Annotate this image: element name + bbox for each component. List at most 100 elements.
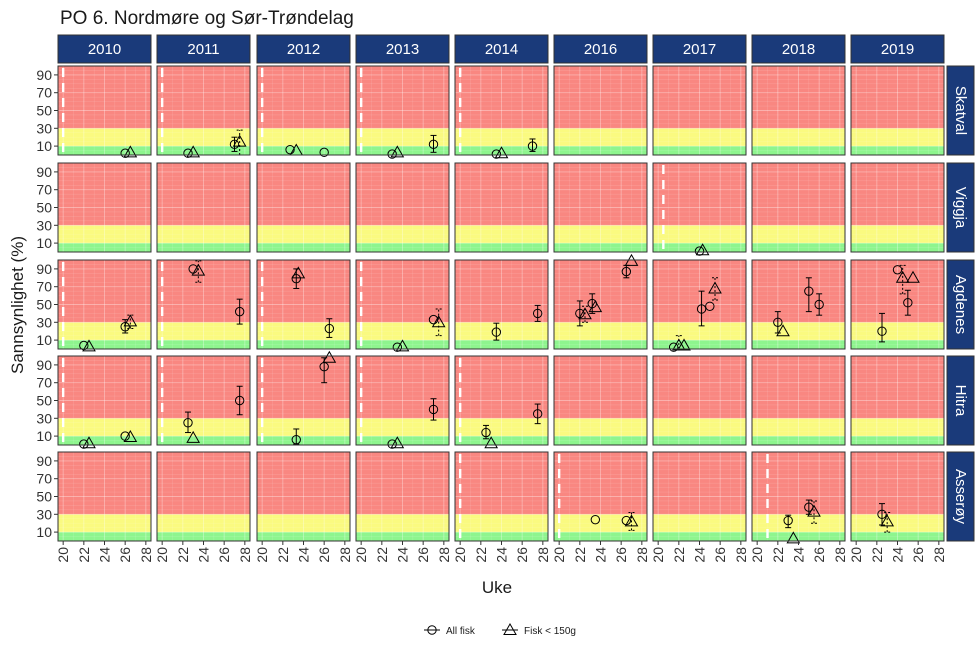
risk-zone <box>851 452 944 515</box>
y-tick-label: 90 <box>36 164 52 180</box>
risk-zone <box>653 146 746 155</box>
risk-zone <box>455 260 548 323</box>
data-point-circle <box>229 139 240 150</box>
risk-zone <box>257 514 350 533</box>
data-point-triangle <box>123 429 138 442</box>
risk-zone <box>554 66 647 129</box>
risk-zone <box>356 532 449 541</box>
y-tick-label: 70 <box>36 182 52 198</box>
data-point-circle <box>234 395 245 406</box>
panel-border <box>454 162 549 253</box>
panel <box>157 452 250 541</box>
data-point-triangle <box>82 436 96 449</box>
panel <box>455 163 548 252</box>
panel-grid: 2010 2011 2012 2013 2014 2016 2017 2018 2019Skat… <box>36 34 975 563</box>
data-point-triangle <box>123 314 138 327</box>
risk-zone <box>455 452 548 515</box>
data-point-triangle <box>588 300 603 313</box>
risk-zone <box>58 163 151 226</box>
x-tick-label: 22 <box>76 547 92 563</box>
x-tick-label: 26 <box>415 547 431 563</box>
risk-zone <box>653 128 746 147</box>
risk-zone <box>653 225 746 244</box>
risk-zone <box>356 452 449 515</box>
risk-zone <box>257 66 350 129</box>
risk-zone <box>554 356 647 419</box>
year-strip <box>156 34 251 64</box>
risk-zone <box>851 260 944 323</box>
risk-zone <box>257 322 350 341</box>
data-point-circle <box>705 301 715 311</box>
panel <box>257 66 350 158</box>
risk-zone <box>554 514 647 533</box>
y-tick-label: 30 <box>36 314 52 330</box>
risk-zone <box>157 418 250 437</box>
x-tick-label: 20 <box>551 547 567 563</box>
panel <box>554 66 647 155</box>
risk-zone <box>653 66 746 129</box>
x-tick-label: 28 <box>535 547 551 563</box>
data-point-triangle <box>291 266 306 279</box>
panel <box>653 356 746 445</box>
panel-border <box>652 355 747 446</box>
panel-border <box>850 259 945 350</box>
legend-label: All fisk <box>446 626 476 637</box>
risk-zone <box>455 128 548 147</box>
y-tick-label: 10 <box>36 524 52 540</box>
x-tick-label: 20 <box>848 547 864 563</box>
x-tick-label: 22 <box>374 547 390 563</box>
risk-zone <box>356 418 449 437</box>
y-axis-title: Sannsynlighet (%) <box>8 236 27 374</box>
risk-zone <box>157 340 250 349</box>
data-point-triangle <box>191 263 206 276</box>
risk-zone <box>58 225 151 244</box>
data-point-circle <box>783 515 793 526</box>
year-strip <box>454 34 549 64</box>
data-point-circle <box>79 439 89 449</box>
panel <box>356 163 449 252</box>
data-point-circle <box>804 286 814 296</box>
legend-label: Fisk < 150g <box>524 626 576 637</box>
risk-zone <box>157 225 250 244</box>
x-tick-label: 28 <box>436 547 452 563</box>
risk-zone <box>157 146 250 155</box>
risk-zone <box>653 452 746 515</box>
risk-zone <box>752 436 845 445</box>
panel <box>653 260 746 352</box>
panel-border <box>652 65 747 156</box>
risk-zone <box>356 322 449 341</box>
x-tick-label: 26 <box>216 547 232 563</box>
data-point-circle <box>428 139 439 150</box>
risk-zone <box>554 436 647 445</box>
risk-zone <box>752 260 845 323</box>
data-point-circle <box>392 342 403 352</box>
data-point-triangle <box>708 281 722 294</box>
risk-zone <box>157 163 250 226</box>
year-strip-label: 2010 <box>88 41 121 58</box>
y-tick-label: 30 <box>36 506 52 522</box>
risk-zone <box>752 322 845 341</box>
risk-zone <box>356 514 449 533</box>
x-tick-label: 20 <box>55 547 71 563</box>
risk-zone <box>58 452 151 515</box>
risk-zone <box>851 418 944 437</box>
risk-zone <box>752 340 845 349</box>
data-point-triangle <box>906 270 920 283</box>
year-strip <box>355 34 450 64</box>
risk-zone <box>752 532 845 541</box>
data-point-circle <box>532 409 543 419</box>
data-point-circle <box>668 342 679 352</box>
legend-key-triangle <box>503 622 517 635</box>
panel-border <box>256 65 351 156</box>
risk-zone <box>752 66 845 129</box>
data-point-triangle <box>322 350 337 363</box>
data-point-triangle <box>677 338 691 351</box>
y-tick-label: 70 <box>36 375 52 391</box>
panel-border <box>454 355 549 446</box>
risk-zone <box>356 163 449 226</box>
panel <box>653 66 746 155</box>
data-point-circle <box>324 323 335 334</box>
data-point-circle <box>387 439 397 449</box>
x-tick-label: 26 <box>514 547 530 563</box>
data-point-circle <box>621 266 632 277</box>
